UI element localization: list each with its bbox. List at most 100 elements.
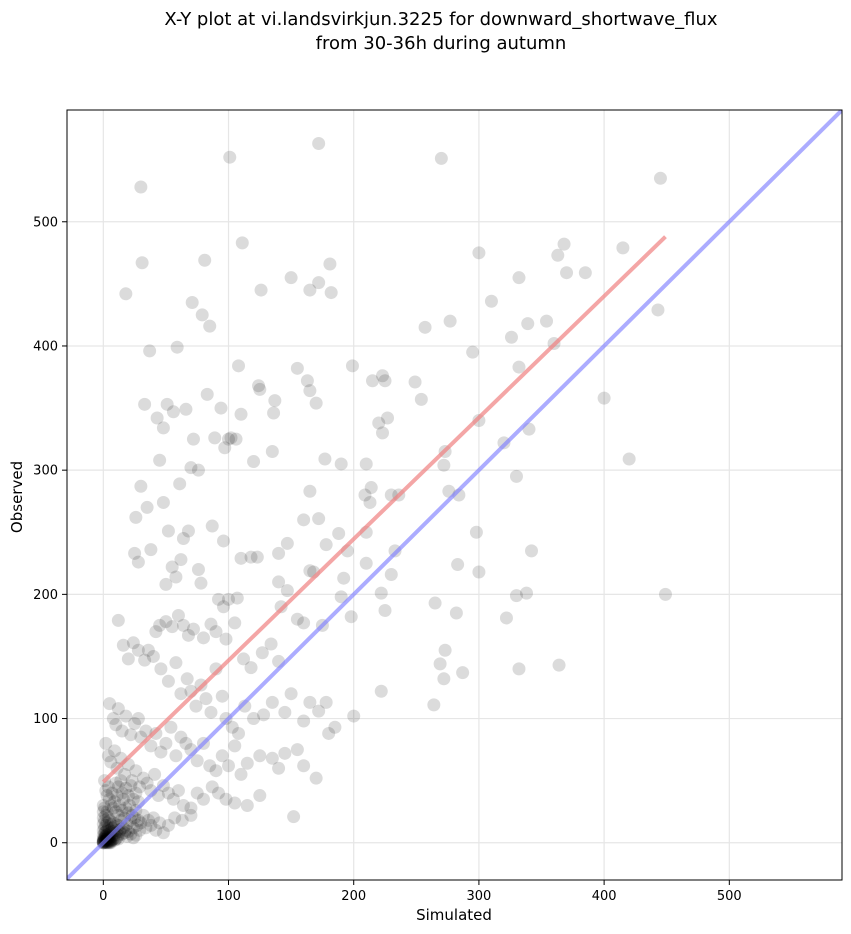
- data-point: [100, 805, 114, 819]
- data-point: [154, 745, 168, 759]
- data-point: [560, 266, 574, 280]
- data-point: [557, 237, 571, 251]
- data-point: [101, 749, 115, 763]
- data-point: [194, 576, 208, 590]
- data-point: [169, 749, 183, 763]
- data-point: [297, 759, 311, 773]
- data-point: [156, 495, 170, 509]
- data-point: [408, 375, 422, 389]
- data-point: [133, 823, 147, 837]
- data-point: [224, 431, 238, 445]
- data-point: [208, 431, 222, 445]
- data-point: [106, 712, 120, 726]
- data-point: [184, 808, 198, 822]
- data-point: [347, 709, 361, 723]
- data-point: [205, 519, 219, 533]
- data-point: [232, 726, 246, 740]
- data-point: [244, 550, 258, 564]
- data-point: [175, 813, 189, 827]
- data-point: [115, 724, 129, 738]
- y-tick-label: 0: [50, 836, 58, 851]
- data-point: [297, 714, 311, 728]
- data-point: [255, 646, 269, 660]
- data-point: [234, 767, 248, 781]
- data-point: [131, 813, 145, 827]
- data-point: [103, 792, 117, 806]
- chart-subtitle: from 30-36h during autumn: [316, 33, 567, 54]
- data-point: [166, 792, 180, 806]
- data-point: [126, 831, 140, 845]
- data-point: [146, 649, 160, 663]
- data-point: [297, 513, 311, 527]
- data-point: [204, 705, 218, 719]
- x-axis-label: Simulated: [416, 906, 492, 924]
- data-point: [451, 558, 465, 572]
- x-tick-label: 400: [592, 889, 617, 904]
- data-point: [578, 266, 592, 280]
- data-point: [173, 477, 187, 491]
- x-tick-label: 200: [341, 889, 366, 904]
- data-point: [105, 786, 119, 800]
- data-point: [290, 612, 304, 626]
- data-point: [250, 550, 264, 564]
- data-point: [434, 151, 448, 165]
- data-point: [499, 611, 513, 625]
- data-point: [110, 789, 124, 803]
- data-point: [174, 553, 188, 567]
- data-point: [100, 816, 114, 830]
- data-point: [512, 662, 526, 676]
- data-point: [278, 705, 292, 719]
- grid: [67, 110, 842, 880]
- data-point: [99, 736, 113, 750]
- data-point: [121, 652, 135, 666]
- data-point: [159, 577, 173, 591]
- data-point: [509, 589, 523, 603]
- data-point: [240, 756, 254, 770]
- data-point: [254, 283, 268, 297]
- data-point: [268, 394, 282, 408]
- data-point: [438, 643, 452, 657]
- y-tick-label: 300: [33, 464, 58, 479]
- data-point: [196, 792, 210, 806]
- chart-title: X-Y plot at vi.landsvirkjun.3225 for dow…: [164, 9, 717, 30]
- data-point: [509, 469, 523, 483]
- data-point: [98, 813, 112, 827]
- data-point: [552, 658, 566, 672]
- data-point: [176, 618, 190, 632]
- data-point: [171, 784, 185, 798]
- data-point: [229, 432, 243, 446]
- data-point: [176, 798, 190, 812]
- data-point: [214, 401, 228, 415]
- plot-area: [67, 110, 842, 880]
- data-point: [332, 527, 346, 540]
- data-point: [287, 810, 301, 824]
- data-point: [322, 726, 336, 740]
- data-point: [378, 374, 392, 388]
- data-point: [472, 565, 486, 579]
- data-point: [139, 821, 153, 835]
- data-point: [278, 746, 292, 760]
- data-point: [198, 253, 212, 267]
- data-point: [160, 397, 174, 411]
- data-point: [363, 495, 377, 509]
- data-point: [136, 771, 150, 785]
- data-point: [159, 736, 173, 750]
- data-point: [290, 743, 304, 757]
- data-point: [312, 276, 326, 290]
- identity-line: [67, 110, 842, 880]
- data-point: [217, 600, 231, 614]
- data-point: [119, 823, 133, 837]
- data-point: [303, 695, 317, 709]
- data-point: [228, 616, 242, 630]
- data-point: [247, 454, 261, 468]
- data-point: [324, 286, 338, 300]
- data-point: [252, 379, 266, 393]
- data-point: [161, 786, 175, 800]
- data-point: [106, 801, 120, 815]
- data-point: [196, 631, 210, 645]
- data-point: [134, 180, 148, 194]
- data-point: [130, 818, 144, 832]
- data-point: [171, 608, 185, 622]
- data-point: [519, 586, 533, 600]
